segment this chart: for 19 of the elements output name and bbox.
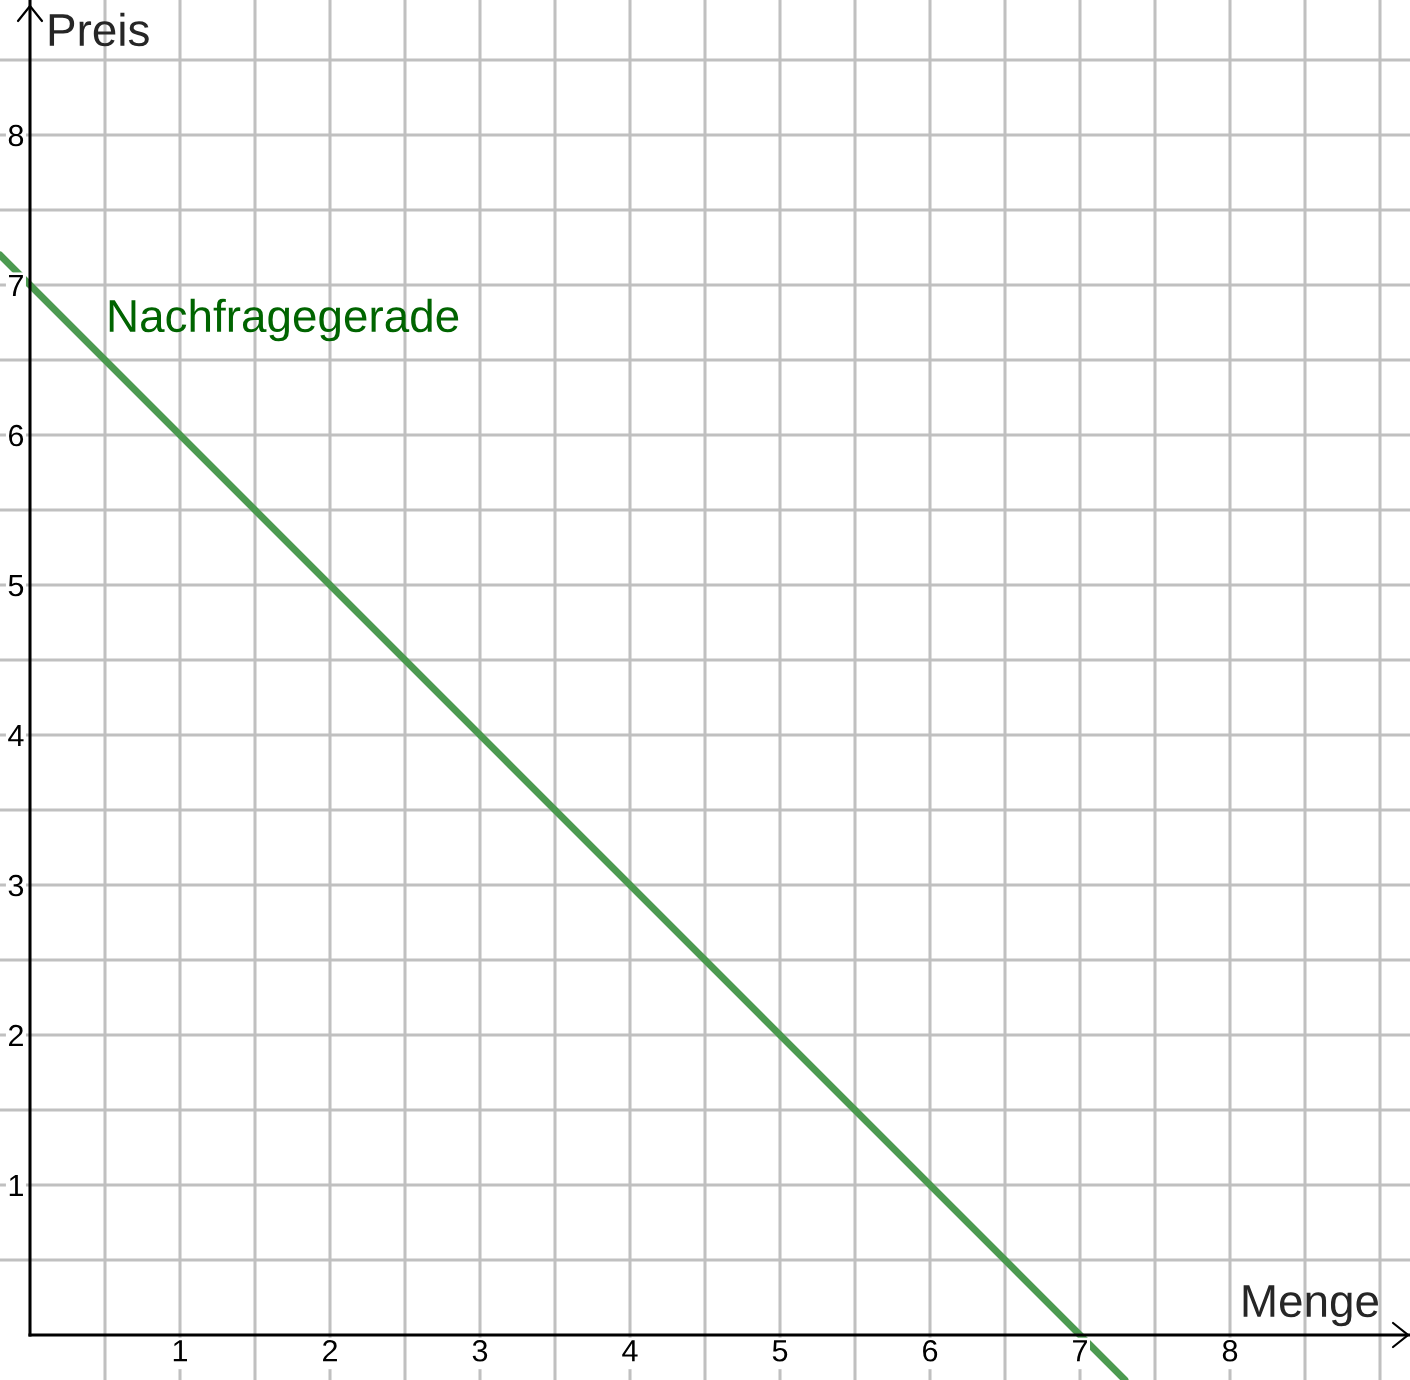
x-axis-title: Menge xyxy=(1243,1285,1378,1327)
y-tick-label: 6 xyxy=(9,424,24,447)
y-tick-label: 8 xyxy=(8,124,24,147)
series-label: Nachfragegerade xyxy=(109,298,459,342)
y-tick-label: 1 xyxy=(9,1175,23,1197)
y-tick-label: 2 xyxy=(8,1024,23,1047)
x-tick-label: 6 xyxy=(923,1339,938,1362)
x-tick-label: 1 xyxy=(173,1340,188,1362)
x-tick-label: 4 xyxy=(622,1340,638,1362)
y-tick-label: 4 xyxy=(8,725,24,747)
y-tick-label: 3 xyxy=(8,874,24,897)
y-axis-title: Preis xyxy=(49,12,149,47)
y-tick-label: 7 xyxy=(9,275,23,297)
y-tick-label: 5 xyxy=(8,575,24,597)
x-tick-label: 2 xyxy=(323,1339,337,1362)
x-tick-label: 3 xyxy=(472,1339,488,1362)
x-tick-label: 8 xyxy=(1222,1339,1238,1362)
x-tick-label: 7 xyxy=(1073,1340,1087,1362)
x-tick-label: 5 xyxy=(772,1340,788,1362)
